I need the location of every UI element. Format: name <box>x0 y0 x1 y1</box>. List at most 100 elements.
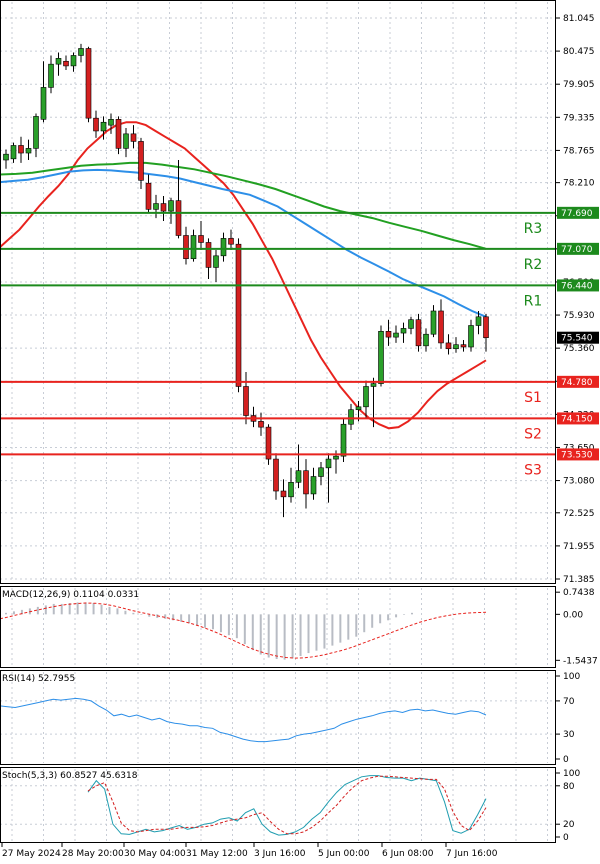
candle-body <box>138 141 144 181</box>
candle-body <box>63 60 69 67</box>
candle-body <box>460 344 467 348</box>
x-tick-label: 7 Jun 16:00 <box>446 849 498 859</box>
stochastic-tick-label: 20 <box>563 820 575 830</box>
candle-body <box>340 423 347 457</box>
candle-body <box>453 344 459 350</box>
level-price-box <box>557 206 599 219</box>
level-label-s1: S1 <box>524 390 542 406</box>
candle-body <box>100 121 107 132</box>
price-tick-label: 71.385 <box>563 575 595 585</box>
candle-body <box>85 48 92 119</box>
moving-average-line <box>0 121 487 430</box>
level-price-box <box>557 375 599 388</box>
candle-body <box>198 235 204 243</box>
price-tick-label: 81.045 <box>563 14 595 24</box>
candle-body <box>130 133 137 142</box>
candle-body <box>393 332 399 338</box>
level-price-label: 76.440 <box>561 281 593 291</box>
price-panel: 81.045 80.475 79.905 79.335 78.765 78.210 77.6… <box>0 14 599 585</box>
level-price-box <box>557 279 599 292</box>
stochastic-title: Stoch(5,3,3) 60.8527 45.6318 <box>2 771 138 781</box>
macd-tick-label: 0.7438 <box>563 588 595 598</box>
price-tick-label: 78.765 <box>563 146 595 156</box>
candle-body <box>408 319 414 329</box>
candle-body <box>48 63 54 88</box>
candle-body <box>168 200 174 212</box>
rsi-title: RSI(14) 52.7955 <box>2 674 75 684</box>
level-price-label: 74.150 <box>561 414 593 424</box>
candle-body <box>280 490 287 498</box>
price-tick-label: 75.360 <box>563 344 595 354</box>
candle-body <box>378 331 384 384</box>
candle-body <box>475 316 482 326</box>
rsi-panel: RSI(14) 52.7955 100 70 30 0 <box>0 672 580 765</box>
macd-signal-line <box>0 602 487 659</box>
panel-frame <box>0 670 556 765</box>
candle-body <box>70 55 77 67</box>
level-price-label: 77.690 <box>561 209 593 219</box>
candle-body <box>265 426 272 460</box>
macd-tick-label: 0.00 <box>563 610 583 620</box>
x-tick-label: 27 May 2024 <box>2 849 61 859</box>
macd-tick-label: -1.5437 <box>563 656 598 666</box>
level-label-r2: R2 <box>524 257 543 273</box>
candle-body <box>288 482 294 498</box>
panel-frame <box>0 767 556 843</box>
level-price-box <box>557 412 599 425</box>
x-axis: 27 May 2024 28 May 20:00 30 May 04:00 31 Ma… <box>1 843 498 859</box>
candle-body <box>363 386 369 408</box>
level-price-label: 74.780 <box>561 378 593 388</box>
candle-body <box>205 242 212 268</box>
candle-body <box>10 145 17 160</box>
price-tick-label: 75.930 <box>563 311 595 321</box>
stochastic-d-line <box>87 775 487 835</box>
grid <box>11 2 548 841</box>
candle-body <box>220 238 227 257</box>
candle-body <box>115 119 122 149</box>
candle-body <box>370 383 377 387</box>
price-tick-label: 79.905 <box>563 80 595 90</box>
price-tick-label: 78.210 <box>563 179 595 189</box>
candle-body <box>93 117 99 132</box>
moving-average-line <box>0 161 487 250</box>
stochastic-panel: Stoch(5,3,3) 60.8527 45.6318 100 80 20 0 <box>0 769 580 843</box>
candle-body <box>325 458 332 469</box>
candle-body <box>310 476 317 495</box>
candle-body <box>40 87 47 120</box>
x-tick-label: 31 May 12:00 <box>186 849 248 859</box>
candle-body <box>228 238 234 245</box>
candle-body <box>175 200 182 236</box>
rsi-tick-label: 70 <box>563 697 575 707</box>
level-price-label: 77.070 <box>561 245 593 255</box>
macd-title: MACD(12,26,9) 0.1104 0.0331 <box>2 590 139 600</box>
rsi-line <box>0 697 487 743</box>
candle-body <box>108 119 114 126</box>
panel-frame <box>0 0 556 584</box>
panel-frames <box>0 0 556 843</box>
price-tick-label: 80.475 <box>563 47 595 57</box>
candle-body <box>235 243 242 387</box>
stochastic-tick-label: 100 <box>563 769 580 779</box>
stochastic-tick-label: 80 <box>563 782 575 792</box>
candle-body <box>190 235 197 260</box>
level-price-box <box>557 448 599 461</box>
level-label-r3: R3 <box>524 221 543 237</box>
candle-body <box>258 421 264 428</box>
price-tick-label: 72.525 <box>563 509 595 519</box>
candle-body <box>348 409 354 425</box>
candle-body <box>468 325 474 348</box>
candle-body <box>55 58 62 65</box>
level-label-r1: R1 <box>524 293 543 309</box>
candle-body <box>415 319 422 347</box>
candle-body <box>355 406 362 411</box>
moving-average-line <box>0 168 487 318</box>
candle-body <box>243 386 249 416</box>
level-label-s3: S3 <box>524 462 542 478</box>
candle-body <box>183 235 189 260</box>
candle-body <box>25 148 32 154</box>
candle-body <box>33 116 39 149</box>
x-tick-label: 3 Jun 16:00 <box>254 849 306 859</box>
candle-body <box>273 458 279 492</box>
candle-body <box>160 203 167 212</box>
